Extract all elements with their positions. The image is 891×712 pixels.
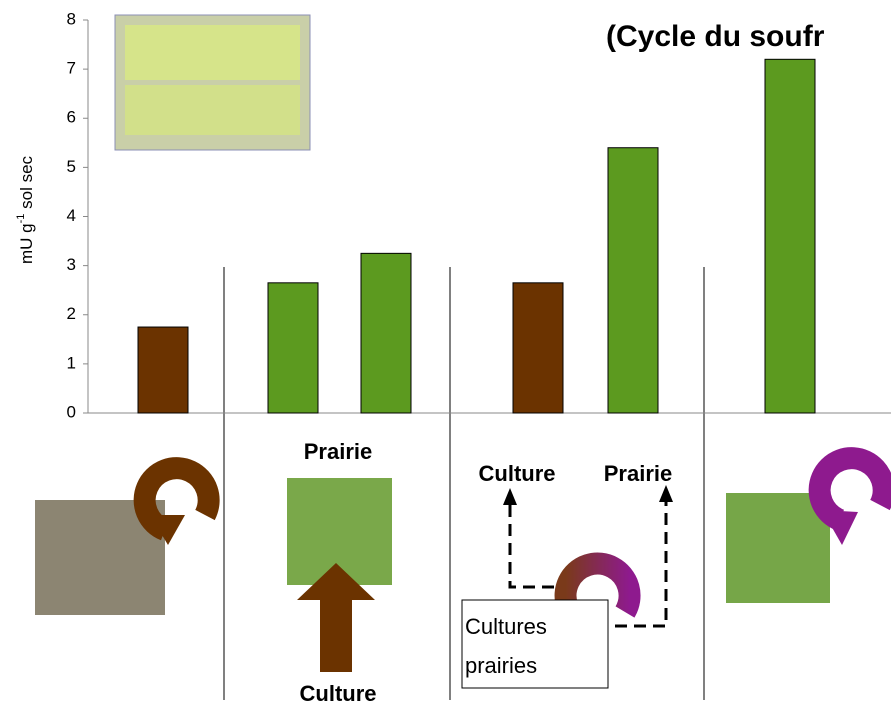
box-line: prairies bbox=[465, 653, 537, 678]
box-line: Cultures bbox=[465, 614, 547, 639]
annotation: Culture bbox=[300, 681, 377, 706]
y-tick-label: 6 bbox=[67, 108, 76, 127]
bar bbox=[138, 327, 188, 413]
chart-title: (Cycle du soufr bbox=[606, 20, 825, 53]
bar bbox=[765, 59, 815, 413]
bar bbox=[361, 253, 411, 413]
bar bbox=[268, 283, 318, 413]
page: (Cycle du soufr mU g-1 sol sec Cultures … bbox=[0, 0, 891, 712]
y-label-part: mU g bbox=[17, 223, 36, 264]
annotation: Culture bbox=[479, 461, 556, 486]
bar bbox=[513, 283, 563, 413]
title-group: (Cycle du soufr bbox=[606, 20, 825, 53]
annotation: Prairie bbox=[604, 461, 673, 486]
y-tick-label: 3 bbox=[67, 255, 76, 274]
y-tick-label: 0 bbox=[67, 402, 76, 421]
y-label-sup: -1 bbox=[15, 214, 27, 224]
y-tick-label: 1 bbox=[67, 353, 76, 372]
y-tick-label: 8 bbox=[67, 9, 76, 28]
plate-photo bbox=[115, 15, 310, 150]
y-tick-label: 4 bbox=[67, 206, 76, 225]
annotation: Prairie bbox=[304, 439, 373, 464]
y-tick-label: 7 bbox=[67, 59, 76, 78]
y-axis-label: mU g-1 sol sec bbox=[15, 155, 37, 264]
arrowhead bbox=[659, 485, 673, 502]
arrowhead bbox=[503, 488, 517, 505]
y-tick-label: 5 bbox=[67, 157, 76, 176]
cycle-arrow bbox=[145, 468, 209, 545]
y-label-part: sol sec bbox=[17, 155, 36, 213]
bar bbox=[608, 148, 658, 413]
chart: (Cycle du soufr mU g-1 sol sec Cultures … bbox=[0, 0, 891, 712]
y-tick-label: 2 bbox=[67, 304, 76, 323]
